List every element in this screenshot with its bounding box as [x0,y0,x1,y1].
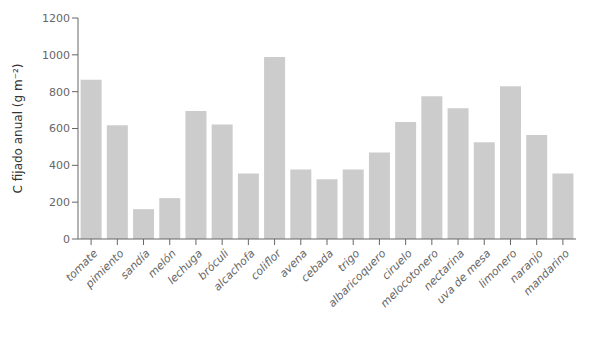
svg-text:ciruelo: ciruelo [379,247,415,283]
svg-text:800: 800 [49,86,70,99]
svg-text:trigo: trigo [335,247,363,275]
svg-text:1200: 1200 [42,12,70,25]
svg-text:lechuga: lechuga [165,247,205,287]
svg-text:pimiento: pimiento [82,247,126,291]
svg-text:mandarino: mandarino [521,247,572,298]
svg-text:cebada: cebada [299,247,337,285]
svg-text:naranjo: naranjo [507,247,546,286]
svg-text:alcachofa: alcachofa [210,247,258,294]
svg-text:coliflor: coliflor [248,246,285,283]
svg-text:limonero: limonero [476,247,520,291]
svg-text:600: 600 [49,122,70,135]
svg-text:200: 200 [49,196,70,209]
svg-text:avena: avena [276,247,310,280]
svg-text:C fijado anual (g m⁻²): C fijado anual (g m⁻²) [11,64,25,194]
svg-text:melocotonero: melocotonero [378,247,441,310]
svg-text:albaricoquero: albaricoquero [325,247,389,310]
svg-text:nectarina: nectarina [421,247,468,294]
svg-text:tomate: tomate [63,247,101,285]
svg-text:0: 0 [63,233,70,246]
svg-text:400: 400 [49,159,70,172]
svg-text:bróculi: bróculi [195,247,232,283]
svg-text:uva de mesa: uva de mesa [434,247,494,307]
svg-text:1000: 1000 [42,49,70,62]
svg-text:sandía: sandía [118,247,153,282]
svg-text:melón: melón [145,247,179,281]
